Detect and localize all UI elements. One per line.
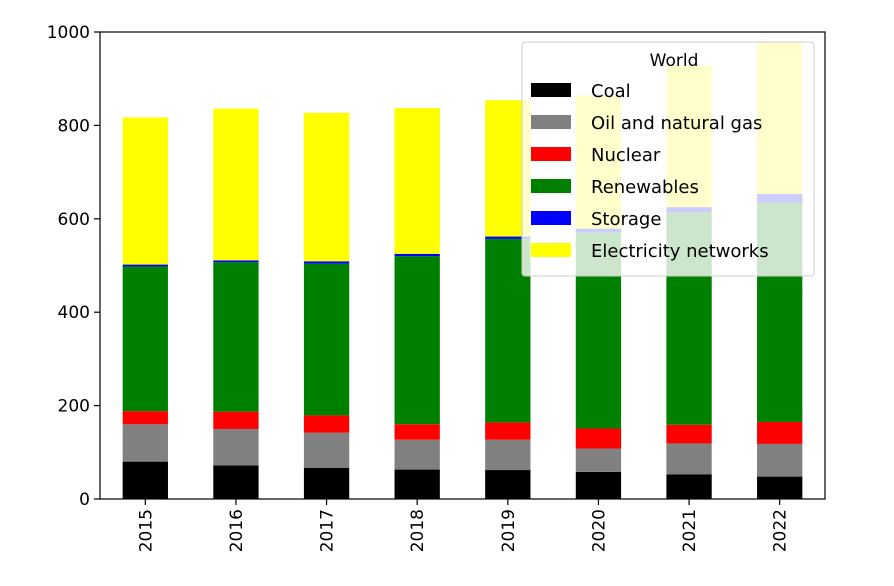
bar-electricity-networks-2018: [394, 108, 440, 254]
bar-nuclear-2020: [575, 428, 622, 449]
bar-electricity-networks-2016: [213, 108, 259, 261]
x-tick-label: 2016: [227, 509, 247, 552]
legend-label: Renewables: [591, 177, 699, 198]
x-tick-label: 2018: [408, 509, 428, 552]
legend-label: Oil and natural gas: [591, 113, 762, 134]
x-tick-label: 2021: [680, 509, 700, 552]
bar-coal-2016: [213, 465, 259, 499]
legend-box: [521, 41, 815, 277]
x-tick-label: 2020: [589, 509, 609, 552]
bar-nuclear-2016: [213, 411, 259, 429]
y-axis: 0 200 400 600 800 1000: [47, 23, 100, 510]
legend-swatch-nuclear: [531, 147, 571, 161]
x-tick-label: 2015: [136, 509, 156, 552]
legend-swatch-electricity-networks: [531, 243, 571, 257]
legend-swatch-storage: [531, 211, 571, 225]
bar-renewables-2017: [303, 263, 350, 416]
x-tick-label: 2022: [771, 509, 791, 552]
bar-coal-2019: [485, 470, 531, 499]
bar-nuclear-2017: [303, 415, 350, 433]
bar-nuclear-2015: [122, 411, 168, 425]
bar-nuclear-2018: [394, 424, 440, 440]
bar-oil-and-natural-gas-2022: [757, 443, 803, 477]
y-tick-label: 200: [58, 397, 90, 417]
legend: World Coal Oil and natural gas Nuclear Rene…: [521, 41, 815, 277]
bar-oil-and-natural-gas-2021: [666, 443, 712, 475]
y-tick-label: 400: [58, 303, 90, 323]
x-tick-label: 2019: [499, 509, 519, 552]
plot-area-frame: [99, 31, 826, 500]
bar-storage-2016: [213, 260, 259, 263]
bar-storage-2015: [122, 264, 168, 267]
bar-oil-and-natural-gas-2018: [394, 439, 440, 470]
x-tick-label: 2017: [318, 509, 338, 552]
legend-title: World: [650, 51, 699, 71]
bar-nuclear-2019: [485, 422, 531, 440]
bar-coal-2018: [394, 469, 440, 499]
legend-swatch-renewables: [531, 179, 571, 193]
bar-oil-and-natural-gas-2015: [122, 424, 168, 462]
legend-label: Electricity networks: [591, 241, 769, 262]
x-axis: 2015 2016 2017 2018 2019 2020 2021 2022: [136, 499, 791, 552]
bar-oil-and-natural-gas-2020: [575, 448, 622, 472]
bar-nuclear-2021: [666, 424, 712, 444]
legend-swatch-coal: [531, 83, 571, 97]
bar-coal-2022: [757, 476, 803, 499]
bar-coal-2017: [303, 467, 350, 499]
bar-storage-2018: [394, 253, 440, 257]
bar-coal-2021: [666, 474, 712, 499]
bar-nuclear-2022: [757, 421, 803, 444]
legend-label: Coal: [591, 81, 631, 102]
bar-renewables-2018: [394, 256, 440, 425]
bar-electricity-networks-2015: [122, 117, 168, 265]
legend-label: Storage: [591, 209, 661, 230]
bar-coal-2020: [575, 471, 622, 499]
y-tick-label: 800: [58, 116, 90, 136]
y-tick-label: 600: [58, 210, 90, 230]
y-tick-label: 0: [79, 490, 90, 510]
bar-oil-and-natural-gas-2019: [485, 439, 531, 471]
bar-renewables-2015: [122, 266, 168, 412]
bar-storage-2017: [303, 261, 350, 264]
legend-label: Nuclear: [591, 145, 661, 166]
bar-coal-2015: [122, 461, 168, 499]
legend-swatch-oil-and-natural-gas: [531, 115, 571, 129]
bar-electricity-networks-2017: [303, 112, 350, 262]
bar-oil-and-natural-gas-2016: [213, 428, 259, 466]
y-tick-label: 1000: [47, 23, 90, 43]
bar-renewables-2016: [213, 262, 259, 412]
bar-oil-and-natural-gas-2017: [303, 432, 350, 468]
bar-storage-2019: [485, 236, 531, 239]
